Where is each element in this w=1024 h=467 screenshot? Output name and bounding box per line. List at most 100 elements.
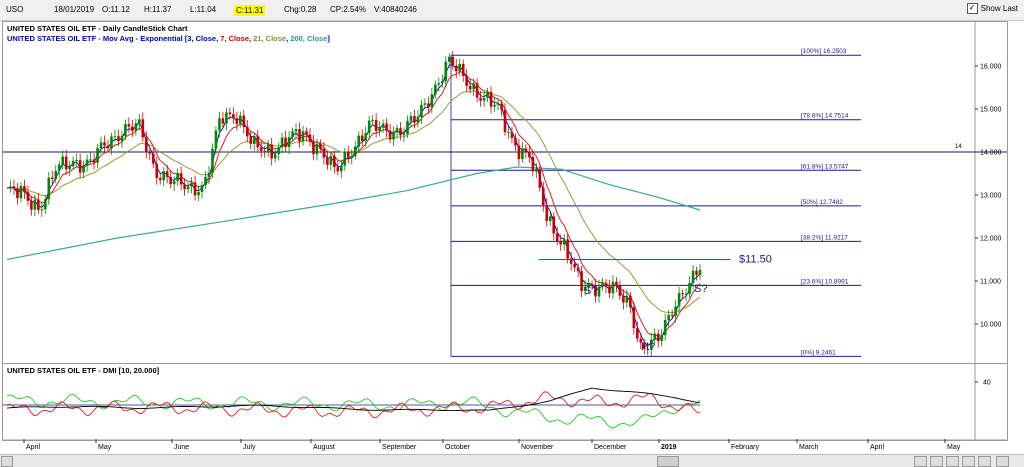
candle-body xyxy=(336,167,340,172)
candle-body xyxy=(158,177,162,181)
candle-body xyxy=(670,314,674,316)
candle-body xyxy=(562,239,566,245)
candle-body xyxy=(353,146,357,156)
price-chart[interactable]: 16.000 15.000 14.000 13.000 12.000 11.000 10.0… xyxy=(3,22,1007,372)
ma-legend-part: ] xyxy=(327,34,330,43)
scroll-end-button[interactable] xyxy=(978,456,991,467)
month-label: December xyxy=(594,444,627,451)
candle-body xyxy=(78,160,82,173)
fib-level-label: [50%] 12.7482 xyxy=(801,199,843,206)
candle-body xyxy=(468,85,472,90)
candle-body xyxy=(54,170,58,180)
candle-body xyxy=(256,136,260,148)
time-axis: April May June July August September October No… xyxy=(2,439,1006,451)
candle-body xyxy=(162,171,166,181)
candle-body xyxy=(517,145,521,160)
month-label: November xyxy=(521,444,554,451)
candle-body xyxy=(197,191,200,196)
month-label: May xyxy=(947,444,961,451)
open-label: O:11.12 xyxy=(102,5,130,14)
candle-body xyxy=(9,186,12,189)
candle-body xyxy=(71,160,75,167)
change-percent-label: CP:2.54% xyxy=(330,5,367,14)
candle-body xyxy=(632,307,636,329)
candle-body xyxy=(127,124,131,127)
candle-body xyxy=(16,188,19,199)
zoom-fit-button[interactable] xyxy=(946,456,959,467)
y-tick-label: 10.000 xyxy=(980,322,1002,329)
candle-body xyxy=(346,151,350,158)
pattern-annotation: H? xyxy=(641,341,655,353)
dmi-chart[interactable]: 40 xyxy=(3,364,1007,440)
candle-body xyxy=(524,148,528,152)
month-label: 2019 xyxy=(661,444,677,451)
scroll-left-button[interactable] xyxy=(1,456,13,467)
candle-body xyxy=(131,126,134,131)
show-last-checkbox[interactable]: ✓ xyxy=(966,3,978,14)
candle-body xyxy=(552,216,556,234)
minus-di-line xyxy=(6,391,701,419)
ma-legend-part: 7, Close xyxy=(220,34,249,43)
scroll-page-button[interactable] xyxy=(962,456,975,467)
zoom-out-button[interactable] xyxy=(914,456,927,467)
candle-body xyxy=(496,103,500,105)
candle-body xyxy=(106,145,110,149)
candle-body xyxy=(329,155,333,165)
candle-body xyxy=(559,241,563,245)
candle-body xyxy=(674,306,677,316)
y-tick-label: 14.000 xyxy=(980,150,1002,157)
candle-body xyxy=(622,295,625,303)
dmi-panel[interactable]: UNITED STATES OIL ETF - DMI [10, 20.000]… xyxy=(2,363,1008,441)
ma-legend-prefix: UNITED STATES OIL ETF - Mov Avg - Expone… xyxy=(7,34,188,43)
candle-body xyxy=(691,270,695,284)
symbol-label: USO xyxy=(6,5,24,14)
candle-body xyxy=(312,141,315,155)
month-label: April xyxy=(26,444,40,451)
candle-body xyxy=(653,333,657,340)
candle-body xyxy=(357,135,361,147)
candle-body xyxy=(176,173,179,182)
dmi-tick-label: 40 xyxy=(983,380,991,387)
candle-body xyxy=(642,342,646,349)
candle-body xyxy=(656,333,660,342)
candle-body xyxy=(538,169,542,188)
ma-legend-part: 21, Close xyxy=(253,34,287,43)
candle-body xyxy=(475,83,479,98)
pattern-annotation: S? xyxy=(584,285,597,297)
candle-body xyxy=(113,136,117,138)
candle-body xyxy=(590,284,594,286)
candle-body xyxy=(493,104,496,107)
y-tick-label: 13.000 xyxy=(980,193,1002,200)
candle-body xyxy=(183,184,186,190)
candle-body xyxy=(684,293,688,295)
show-last-toggle[interactable]: ✓ Show Last xyxy=(966,3,1018,14)
price-panel[interactable]: UNITED STATES OIL ETF - Daily CandleStic… xyxy=(2,21,1008,372)
candle-body xyxy=(576,267,580,272)
candle-body xyxy=(228,112,232,115)
candle-body xyxy=(308,134,312,142)
candle-body xyxy=(239,115,242,124)
y-tick-label: 16.000 xyxy=(980,64,1002,71)
candle-body xyxy=(350,155,354,158)
candle-body xyxy=(402,134,406,136)
month-label: March xyxy=(799,444,819,451)
candle-body xyxy=(409,116,413,121)
month-label: May xyxy=(98,444,112,451)
candle-body xyxy=(64,156,68,170)
month-label: July xyxy=(243,444,256,451)
scroll-thumb[interactable] xyxy=(657,456,679,467)
candle-body xyxy=(482,97,486,101)
candle-body xyxy=(625,295,629,303)
candle-body xyxy=(507,132,510,134)
candle-body xyxy=(545,205,549,221)
candle-body xyxy=(681,293,684,295)
scroll-right-button[interactable] xyxy=(996,456,1009,467)
candle-body xyxy=(364,133,367,141)
line-14-label: 14 xyxy=(955,144,962,150)
price-panel-title: UNITED STATES OIL ETF - Daily CandleStic… xyxy=(7,24,188,33)
zoom-in-button[interactable] xyxy=(930,456,943,467)
candle-body xyxy=(423,103,427,105)
horizontal-scrollbar[interactable] xyxy=(0,454,1024,467)
candle-body xyxy=(489,91,493,107)
candle-body xyxy=(454,65,458,72)
